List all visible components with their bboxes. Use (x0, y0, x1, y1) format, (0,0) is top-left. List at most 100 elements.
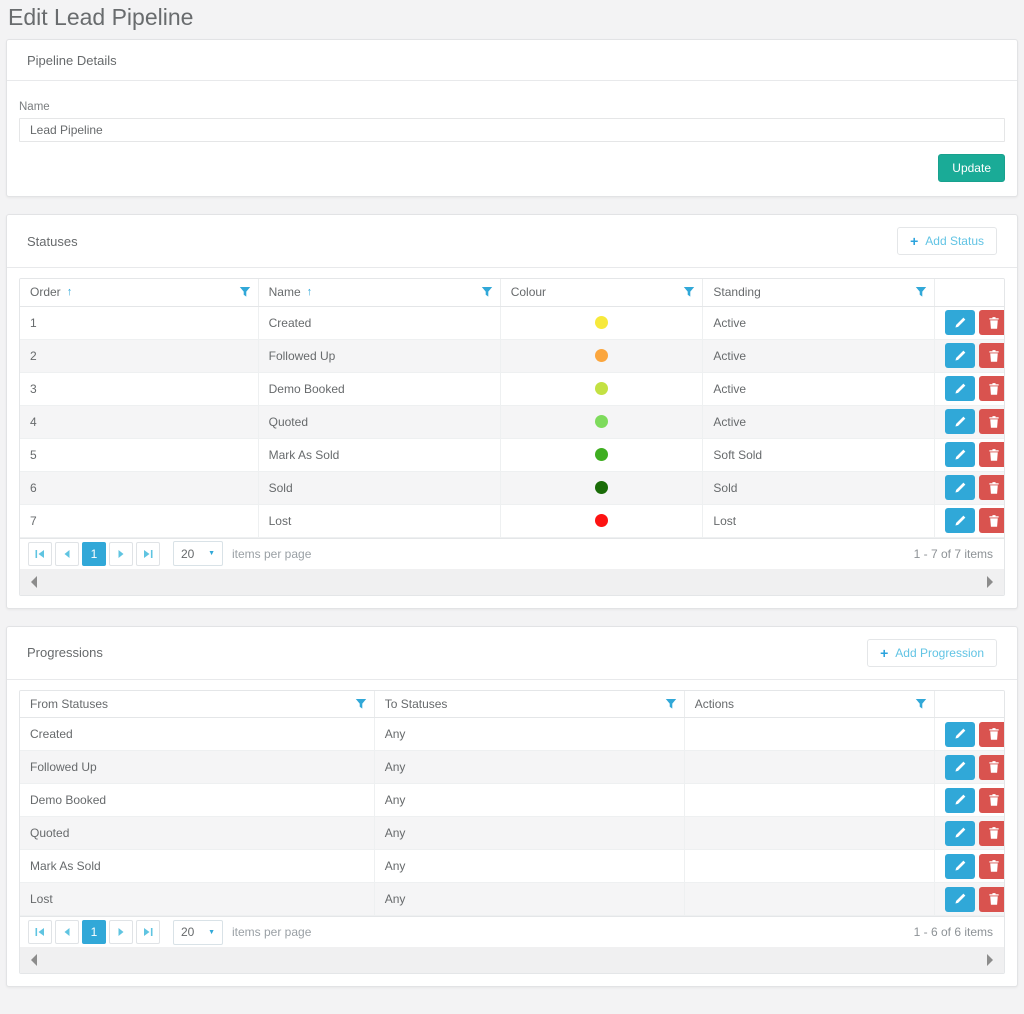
table-row: 5 Mark As Sold Soft Sold (20, 438, 1004, 472)
column-header-from-statuses[interactable]: From Statuses (20, 690, 375, 718)
page-title: Edit Lead Pipeline (8, 4, 194, 30)
pager-last-button[interactable] (136, 541, 160, 566)
table-row: Quoted Any (20, 816, 1004, 850)
delete-button[interactable] (978, 343, 1004, 368)
column-header-name[interactable]: Name ↑ (258, 279, 501, 307)
pager-first-button[interactable] (28, 920, 52, 944)
edit-button[interactable] (944, 508, 975, 533)
filter-icon[interactable] (239, 286, 251, 298)
sort-asc-icon: ↑ (306, 286, 313, 299)
edit-button[interactable] (944, 820, 975, 846)
delete-button[interactable] (978, 820, 1004, 846)
table-row: 6 Sold Sold (20, 471, 1004, 505)
add-progression-label: Add Progression (895, 645, 984, 660)
delete-button[interactable] (978, 853, 1004, 879)
delete-button[interactable] (978, 721, 1004, 747)
sort-asc-icon: ↑ (66, 286, 73, 299)
colour-dot (595, 415, 609, 428)
chevron-down-icon: ▼ (208, 550, 215, 557)
pager-first-button[interactable] (28, 541, 52, 566)
plus-icon: + (880, 644, 889, 661)
plus-icon: + (910, 233, 919, 249)
page-size-dropdown[interactable]: 20 ▼ (173, 541, 223, 566)
edit-button[interactable] (944, 409, 975, 434)
edit-button[interactable] (944, 376, 975, 401)
pager-next-button[interactable] (109, 920, 133, 944)
scroll-left-icon (30, 954, 38, 966)
progressions-grid: From Statuses To Statuses Actions (19, 689, 1005, 974)
edit-button[interactable] (944, 343, 975, 368)
colour-dot (595, 382, 609, 395)
edit-button[interactable] (944, 787, 975, 813)
add-status-label: Add Status (925, 234, 984, 248)
progressions-title: Progressions (27, 645, 103, 660)
edit-button[interactable] (944, 442, 975, 467)
edit-button[interactable] (944, 475, 975, 500)
filter-icon[interactable] (683, 286, 695, 298)
page-size-value: 20 (181, 546, 195, 561)
column-header-order[interactable]: Order ↑ (20, 279, 259, 307)
pipeline-name-input[interactable] (19, 118, 1005, 142)
delete-button[interactable] (978, 376, 1004, 401)
filter-icon[interactable] (481, 286, 493, 298)
table-row: Mark As Sold Any (20, 849, 1004, 883)
delete-button[interactable] (978, 475, 1004, 500)
table-row: 2 Followed Up Active (20, 339, 1004, 373)
pipeline-details-card: Pipeline Details Name Update (6, 39, 1018, 197)
edit-button[interactable] (944, 721, 975, 747)
pager-prev-button[interactable] (55, 541, 79, 566)
pager-prev-button[interactable] (55, 920, 79, 944)
column-header-buttons (934, 690, 1004, 718)
edit-button[interactable] (944, 886, 975, 912)
scroll-right-icon (986, 954, 994, 966)
table-row: 7 Lost Lost (20, 504, 1004, 538)
table-row: 1 Created Active (20, 306, 1004, 340)
pipeline-details-title: Pipeline Details (27, 52, 117, 68)
filter-icon[interactable] (915, 286, 927, 298)
add-progression-button[interactable]: + Add Progression (867, 638, 997, 667)
statuses-pager: 1 20 ▼ items per page 1 - 7 of 7 items (20, 537, 1004, 569)
column-header-actions (934, 279, 1004, 307)
horizontal-scrollbar[interactable] (20, 568, 1004, 595)
table-row: Created Any (20, 717, 1004, 751)
delete-button[interactable] (978, 442, 1004, 467)
statuses-grid: Order ↑ Name ↑ Colour (19, 278, 1005, 596)
filter-icon[interactable] (665, 698, 677, 710)
table-row: 4 Quoted Active (20, 405, 1004, 439)
edit-button[interactable] (944, 754, 975, 780)
delete-button[interactable] (978, 754, 1004, 780)
progressions-card: Progressions + Add Progression From Stat… (6, 625, 1018, 987)
column-header-actions[interactable]: Actions (684, 690, 935, 718)
column-header-standing[interactable]: Standing (702, 279, 935, 307)
filter-icon[interactable] (915, 698, 927, 710)
delete-button[interactable] (978, 409, 1004, 434)
pager-summary: 1 - 6 of 6 items (913, 925, 993, 939)
pager-last-button[interactable] (136, 920, 160, 944)
page-size-dropdown[interactable]: 20 ▼ (173, 919, 223, 945)
edit-button[interactable] (944, 310, 975, 335)
column-header-to-statuses[interactable]: To Statuses (374, 690, 685, 718)
add-status-button[interactable]: + Add Status (897, 227, 997, 255)
horizontal-scrollbar[interactable] (20, 947, 1004, 973)
delete-button[interactable] (978, 886, 1004, 912)
page-size-value: 20 (181, 925, 195, 939)
delete-button[interactable] (978, 508, 1004, 533)
update-button[interactable]: Update (938, 154, 1005, 182)
table-row: 3 Demo Booked Active (20, 372, 1004, 406)
table-row: Demo Booked Any (20, 783, 1004, 817)
scroll-right-icon (986, 576, 994, 588)
items-per-page-label: items per page (232, 925, 312, 939)
edit-button[interactable] (944, 853, 975, 879)
table-row: Followed Up Any (20, 750, 1004, 784)
pager-page-button[interactable]: 1 (82, 920, 106, 944)
filter-icon[interactable] (355, 698, 367, 710)
pager-next-button[interactable] (109, 541, 133, 566)
delete-button[interactable] (978, 787, 1004, 813)
name-label: Name (19, 101, 50, 113)
pager-page-button[interactable]: 1 (82, 541, 106, 566)
scroll-left-icon (30, 576, 38, 588)
delete-button[interactable] (978, 310, 1004, 335)
column-header-colour[interactable]: Colour (500, 279, 704, 307)
colour-dot (595, 316, 609, 329)
